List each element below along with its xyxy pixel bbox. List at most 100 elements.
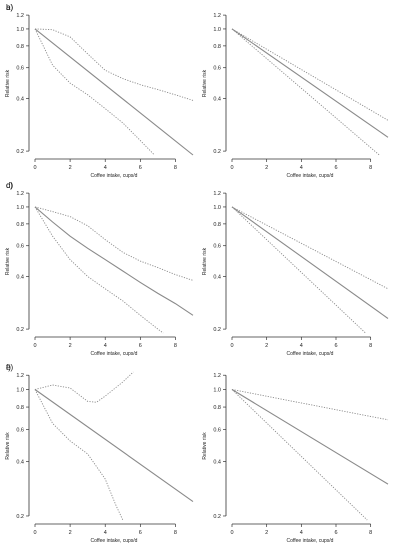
x-tick-label: 4 bbox=[104, 165, 107, 171]
upper-ci-line bbox=[34, 371, 134, 403]
x-tick-label: 6 bbox=[139, 343, 142, 349]
x-tick-label: 4 bbox=[104, 530, 107, 536]
y-tick-label: 0.2 bbox=[16, 514, 24, 520]
y-tick-label: 1.2 bbox=[213, 191, 221, 197]
y-axis-title: Relative risk bbox=[5, 432, 11, 460]
x-tick-label: 0 bbox=[33, 343, 36, 349]
x-tick-label: 2 bbox=[69, 343, 72, 349]
y-tick-label: 0.2 bbox=[16, 149, 24, 155]
upper-ci-line bbox=[34, 206, 194, 281]
y-tick-label: 0.8 bbox=[16, 222, 24, 228]
lower-ci-line bbox=[231, 28, 380, 156]
y-tick-label: 0.6 bbox=[16, 428, 24, 434]
x-axis-title: Coffee intake, cups/d bbox=[91, 351, 138, 357]
estimate-line bbox=[34, 28, 194, 156]
y-tick-label: 1.0 bbox=[213, 205, 221, 211]
panel-b: b) 0.2 0.4 0.6 0.8 1.0 1.2 0 2 4 6 8 Coffee intake, … bbox=[6, 3, 389, 179]
y-tick-label: 1.2 bbox=[16, 191, 24, 197]
x-tick-label: 2 bbox=[69, 530, 72, 536]
y-tick-label: 0.6 bbox=[213, 66, 221, 72]
y-axis-title: Relative risk bbox=[5, 69, 11, 97]
x-tick-label: 0 bbox=[33, 530, 36, 536]
x-tick-label: 8 bbox=[369, 165, 372, 171]
y-tick-label: 0.6 bbox=[213, 244, 221, 250]
x-tick-label: 6 bbox=[334, 165, 337, 171]
y-axis-title: Relative risk bbox=[5, 247, 11, 275]
y-tick-label: 1.0 bbox=[213, 388, 221, 394]
y-tick-label: 1.0 bbox=[16, 388, 24, 394]
x-tick-label: 4 bbox=[300, 343, 303, 349]
x-tick-label: 0 bbox=[230, 165, 233, 171]
lower-ci-line bbox=[231, 389, 368, 521]
y-tick-label: 0.4 bbox=[213, 460, 221, 466]
y-tick-label: 0.2 bbox=[213, 327, 221, 333]
x-tick-label: 4 bbox=[104, 343, 107, 349]
x-axis-title: Coffee intake, cups/d bbox=[287, 173, 334, 179]
y-tick-label: 0.8 bbox=[213, 222, 221, 228]
panel-f: f) 0.2 0.4 0.6 0.8 1.0 1.2 0 2 4 6 8 Coffee intake, … bbox=[6, 363, 389, 544]
estimate-line bbox=[34, 389, 194, 503]
panel-label: e) bbox=[6, 363, 13, 372]
y-tick-label: 0.4 bbox=[16, 96, 24, 102]
x-tick-label: 6 bbox=[334, 530, 337, 536]
y-tick-label: 0.4 bbox=[213, 274, 221, 280]
panel-d: d) 0.2 0.4 0.6 0.8 1.0 1.2 0 2 4 6 8 Coffee intake, … bbox=[6, 181, 389, 357]
x-tick-label: 6 bbox=[139, 165, 142, 171]
y-tick-label: 0.6 bbox=[16, 244, 24, 250]
y-axis-title: Relative risk bbox=[202, 247, 208, 275]
y-tick-label: 0.8 bbox=[16, 405, 24, 411]
y-tick-label: 0.4 bbox=[213, 96, 221, 102]
y-tick-label: 0.6 bbox=[213, 428, 221, 434]
y-tick-label: 1.0 bbox=[213, 27, 221, 33]
lower-ci-line bbox=[231, 206, 366, 334]
y-axis-title: Relative risk bbox=[202, 432, 208, 460]
panel-label: d) bbox=[6, 181, 13, 190]
x-tick-label: 8 bbox=[174, 165, 177, 171]
x-tick-label: 8 bbox=[174, 530, 177, 536]
x-axis-title: Coffee intake, cups/d bbox=[287, 351, 334, 357]
y-tick-label: 1.0 bbox=[16, 27, 24, 33]
upper-ci-line bbox=[231, 28, 389, 121]
lower-ci-line bbox=[34, 28, 155, 156]
upper-ci-line bbox=[34, 28, 194, 101]
y-tick-label: 1.2 bbox=[16, 373, 24, 379]
y-tick-label: 0.6 bbox=[16, 66, 24, 72]
panel-label: c) bbox=[6, 181, 13, 190]
x-axis-title: Coffee intake, cups/d bbox=[287, 538, 334, 544]
x-tick-label: 8 bbox=[369, 530, 372, 536]
estimate-line bbox=[34, 206, 194, 316]
upper-ci-line bbox=[231, 206, 389, 290]
x-tick-label: 2 bbox=[265, 530, 268, 536]
panel-c: c) 0.2 0.4 0.6 0.8 1.0 1.2 0 2 4 6 8 Coffee intake, … bbox=[5, 181, 194, 357]
y-tick-label: 0.2 bbox=[16, 327, 24, 333]
x-tick-label: 6 bbox=[139, 530, 142, 536]
panel-label: b) bbox=[6, 3, 13, 12]
x-tick-label: 4 bbox=[300, 165, 303, 171]
estimate-line bbox=[231, 389, 389, 485]
lower-ci-line bbox=[34, 206, 164, 334]
x-tick-label: 8 bbox=[174, 343, 177, 349]
estimate-line bbox=[231, 28, 389, 138]
x-tick-label: 0 bbox=[230, 530, 233, 536]
y-tick-label: 0.2 bbox=[213, 149, 221, 155]
x-tick-label: 2 bbox=[265, 165, 268, 171]
y-tick-label: 1.2 bbox=[16, 13, 24, 19]
y-tick-label: 1.2 bbox=[213, 13, 221, 19]
y-tick-label: 0.2 bbox=[213, 514, 221, 520]
x-tick-label: 8 bbox=[369, 343, 372, 349]
panel-e: e) 0.2 0.4 0.6 0.8 1.0 1.2 0 2 4 6 8 Coffee intake, … bbox=[5, 363, 194, 544]
upper-ci-line bbox=[231, 389, 389, 421]
panel-label: f) bbox=[6, 363, 11, 372]
y-tick-label: 1.2 bbox=[213, 373, 221, 379]
y-tick-label: 0.8 bbox=[213, 405, 221, 411]
x-tick-label: 0 bbox=[33, 165, 36, 171]
y-tick-label: 1.0 bbox=[16, 205, 24, 211]
x-axis-title: Coffee intake, cups/d bbox=[91, 173, 138, 179]
y-tick-label: 0.8 bbox=[213, 44, 221, 50]
x-tick-label: 6 bbox=[334, 343, 337, 349]
lower-ci-line bbox=[34, 389, 124, 521]
x-tick-label: 2 bbox=[265, 343, 268, 349]
x-tick-label: 0 bbox=[230, 343, 233, 349]
x-axis-title: Coffee intake, cups/d bbox=[91, 538, 138, 544]
